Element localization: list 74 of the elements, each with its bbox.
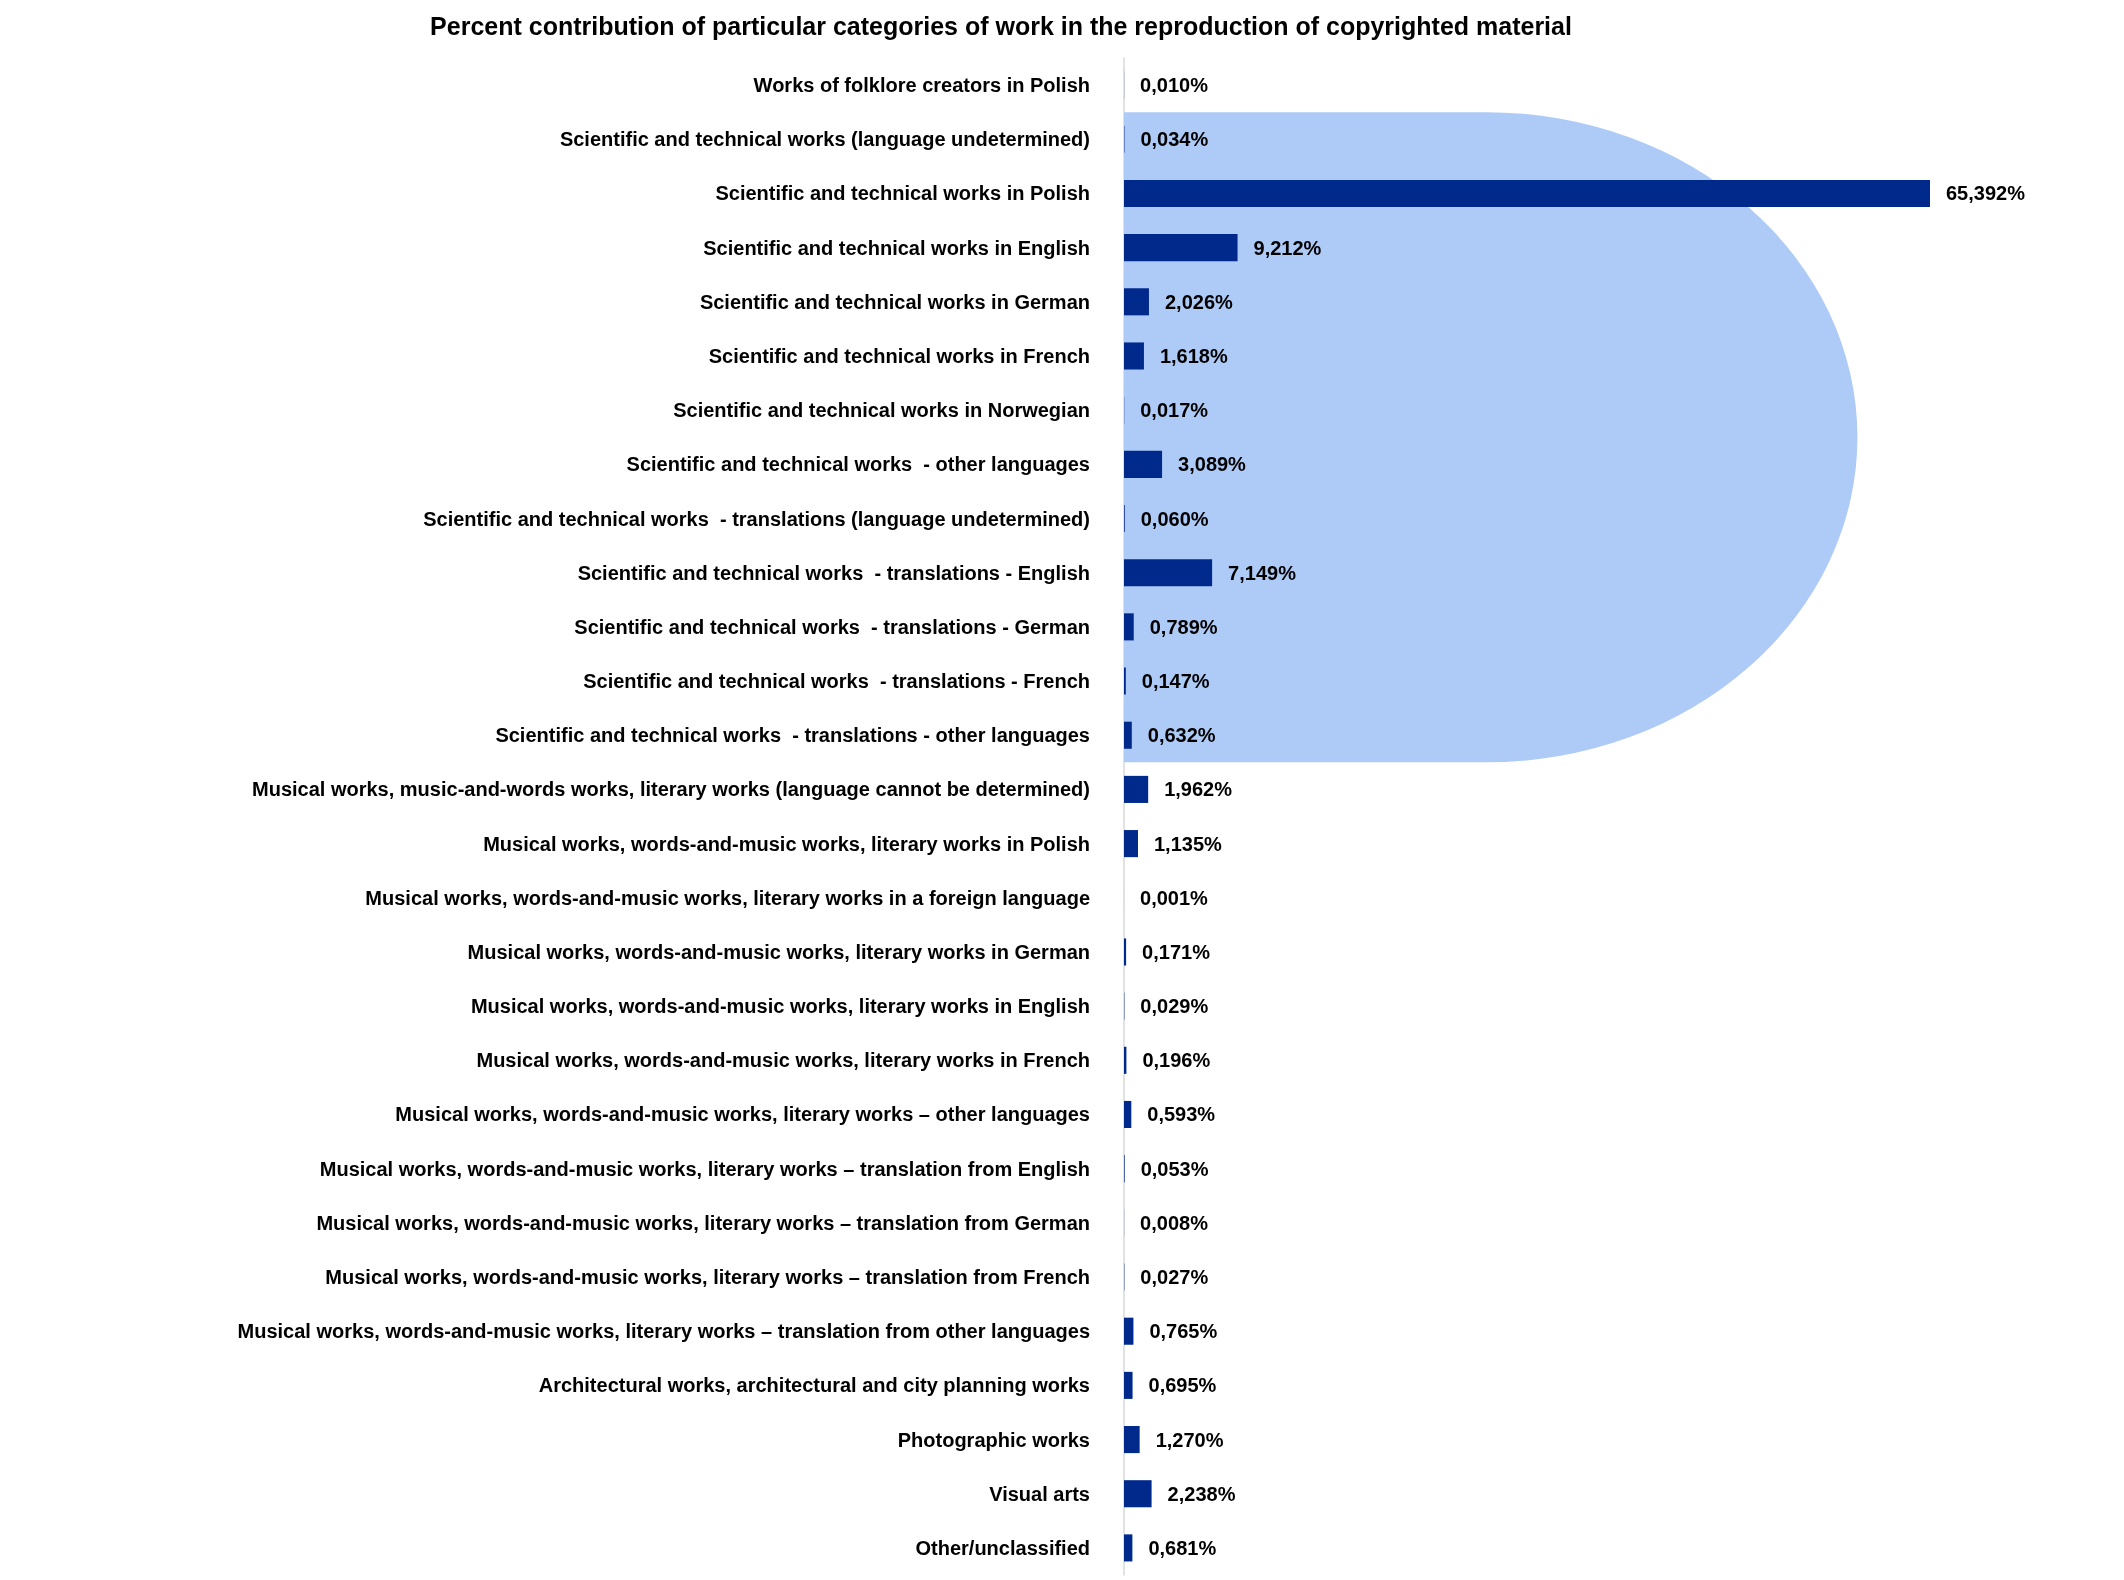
data-label: 1,135% xyxy=(1153,832,1223,855)
bar xyxy=(1124,938,1127,966)
data-label: 0,008% xyxy=(1140,1211,1209,1234)
data-label: 2,026% xyxy=(1164,290,1234,313)
y-tick-label: Scientific and technical works - translations - other languages xyxy=(495,724,1090,747)
y-tick-label: Works of folklore creators in Polish xyxy=(753,74,1090,97)
y-tick-label: Scientific and technical works in German xyxy=(699,290,1090,313)
data-label: 0,632% xyxy=(1147,724,1216,747)
bar xyxy=(1124,342,1144,370)
data-label: 0,027% xyxy=(1140,1266,1209,1289)
bar xyxy=(1124,1426,1140,1454)
data-label: 1,962% xyxy=(1164,778,1233,801)
y-tick-label: Musical works, words-and-music works, literary works – translation from English xyxy=(319,1157,1090,1180)
bar xyxy=(1124,613,1134,641)
y-tick-label: Scientific and technical works - translations (language undetermined) xyxy=(423,507,1090,530)
bar xyxy=(1124,288,1149,316)
y-tick-label: Photographic works xyxy=(897,1428,1090,1451)
y-tick-label: Scientific and technical works - translations - German xyxy=(574,615,1090,638)
data-label: 0,593% xyxy=(1147,1103,1216,1126)
bar xyxy=(1124,450,1163,478)
data-label: 9,212% xyxy=(1253,236,1322,259)
data-label: 0,196% xyxy=(1142,1049,1211,1072)
data-label: 0,765% xyxy=(1149,1320,1218,1343)
data-label: 3,089% xyxy=(1178,453,1247,476)
y-tick-label: Musical works, music-and-words works, literary works (language cannot be determined) xyxy=(252,778,1090,801)
y-tick-label: Musical works, words-and-music works, literary works – translation from German xyxy=(316,1211,1090,1234)
data-label: 2,238% xyxy=(1167,1482,1236,1505)
bar xyxy=(1124,1534,1133,1562)
bar xyxy=(1124,1480,1152,1508)
y-tick-label: Scientific and technical works - translations - English xyxy=(577,561,1090,584)
data-label: 1,618% xyxy=(1159,344,1228,367)
bar xyxy=(1124,1317,1134,1345)
data-label: 0,010% xyxy=(1140,74,1209,97)
data-label: 0,034% xyxy=(1140,128,1209,151)
data-label: 1,270% xyxy=(1155,1428,1224,1451)
y-tick-label: Musical works, words-and-music works, literary works – translation from French xyxy=(325,1266,1090,1289)
y-tick-label: Scientific and technical works in English xyxy=(703,236,1090,259)
bar xyxy=(1124,1100,1132,1129)
y-tick-label: Musical works, words-and-music works, literary works in Polish xyxy=(483,832,1090,855)
bar xyxy=(1124,179,1930,207)
y-tick-label: Scientific and technical works in Polish xyxy=(715,182,1090,205)
bar xyxy=(1124,830,1138,858)
y-tick-label: Musical works, words-and-music works, literary works in German xyxy=(467,940,1090,963)
bar xyxy=(1124,559,1213,587)
bar xyxy=(1124,721,1132,749)
y-tick-label: Musical works, words-and-music works, literary works – other languages xyxy=(395,1103,1090,1126)
y-tick-label: Scientific and technical works - translations - French xyxy=(583,670,1090,693)
y-tick-label: Musical works, words-and-music works, literary works in a foreign language xyxy=(365,886,1090,909)
y-tick-label: Musical works, words-and-music works, literary works in French xyxy=(476,1049,1090,1072)
y-tick-label: Architectural works, architectural and city planning works xyxy=(538,1374,1090,1397)
data-label: 0,147% xyxy=(1141,670,1210,693)
bar xyxy=(1124,234,1238,262)
data-label: 7,149% xyxy=(1228,561,1297,584)
data-label: 0,171% xyxy=(1142,940,1211,963)
y-tick-label: Scientific and technical works in French xyxy=(708,344,1090,367)
data-label: 0,695% xyxy=(1148,1374,1217,1397)
data-label: 0,001% xyxy=(1140,886,1209,909)
data-label: 0,681% xyxy=(1148,1536,1217,1559)
data-label: 0,789% xyxy=(1149,615,1218,638)
y-tick-label: Visual arts xyxy=(989,1482,1090,1505)
chart-title: Percent contribution of particular categories of work in the reproduction of copyrighted material xyxy=(430,11,1572,40)
y-tick-label: Other/unclassified xyxy=(915,1536,1090,1559)
y-tick-label: Scientific and technical works in Norwegian xyxy=(673,399,1090,422)
y-tick-label: Scientific and technical works - other languages xyxy=(626,453,1090,476)
bar xyxy=(1124,1371,1133,1399)
data-label: 0,029% xyxy=(1140,995,1209,1018)
data-label: 0,060% xyxy=(1140,507,1209,530)
y-tick-label: Scientific and technical works (language undetermined) xyxy=(559,128,1090,151)
data-label: 0,053% xyxy=(1140,1157,1209,1180)
bar xyxy=(1124,775,1149,803)
y-tick-label: Musical works, words-and-music works, literary works in English xyxy=(470,995,1090,1018)
y-tick-label: Musical works, words-and-music works, literary works – translation from other languages xyxy=(237,1320,1090,1343)
data-label: 65,392% xyxy=(1946,182,2026,205)
data-label: 0,017% xyxy=(1140,399,1209,422)
